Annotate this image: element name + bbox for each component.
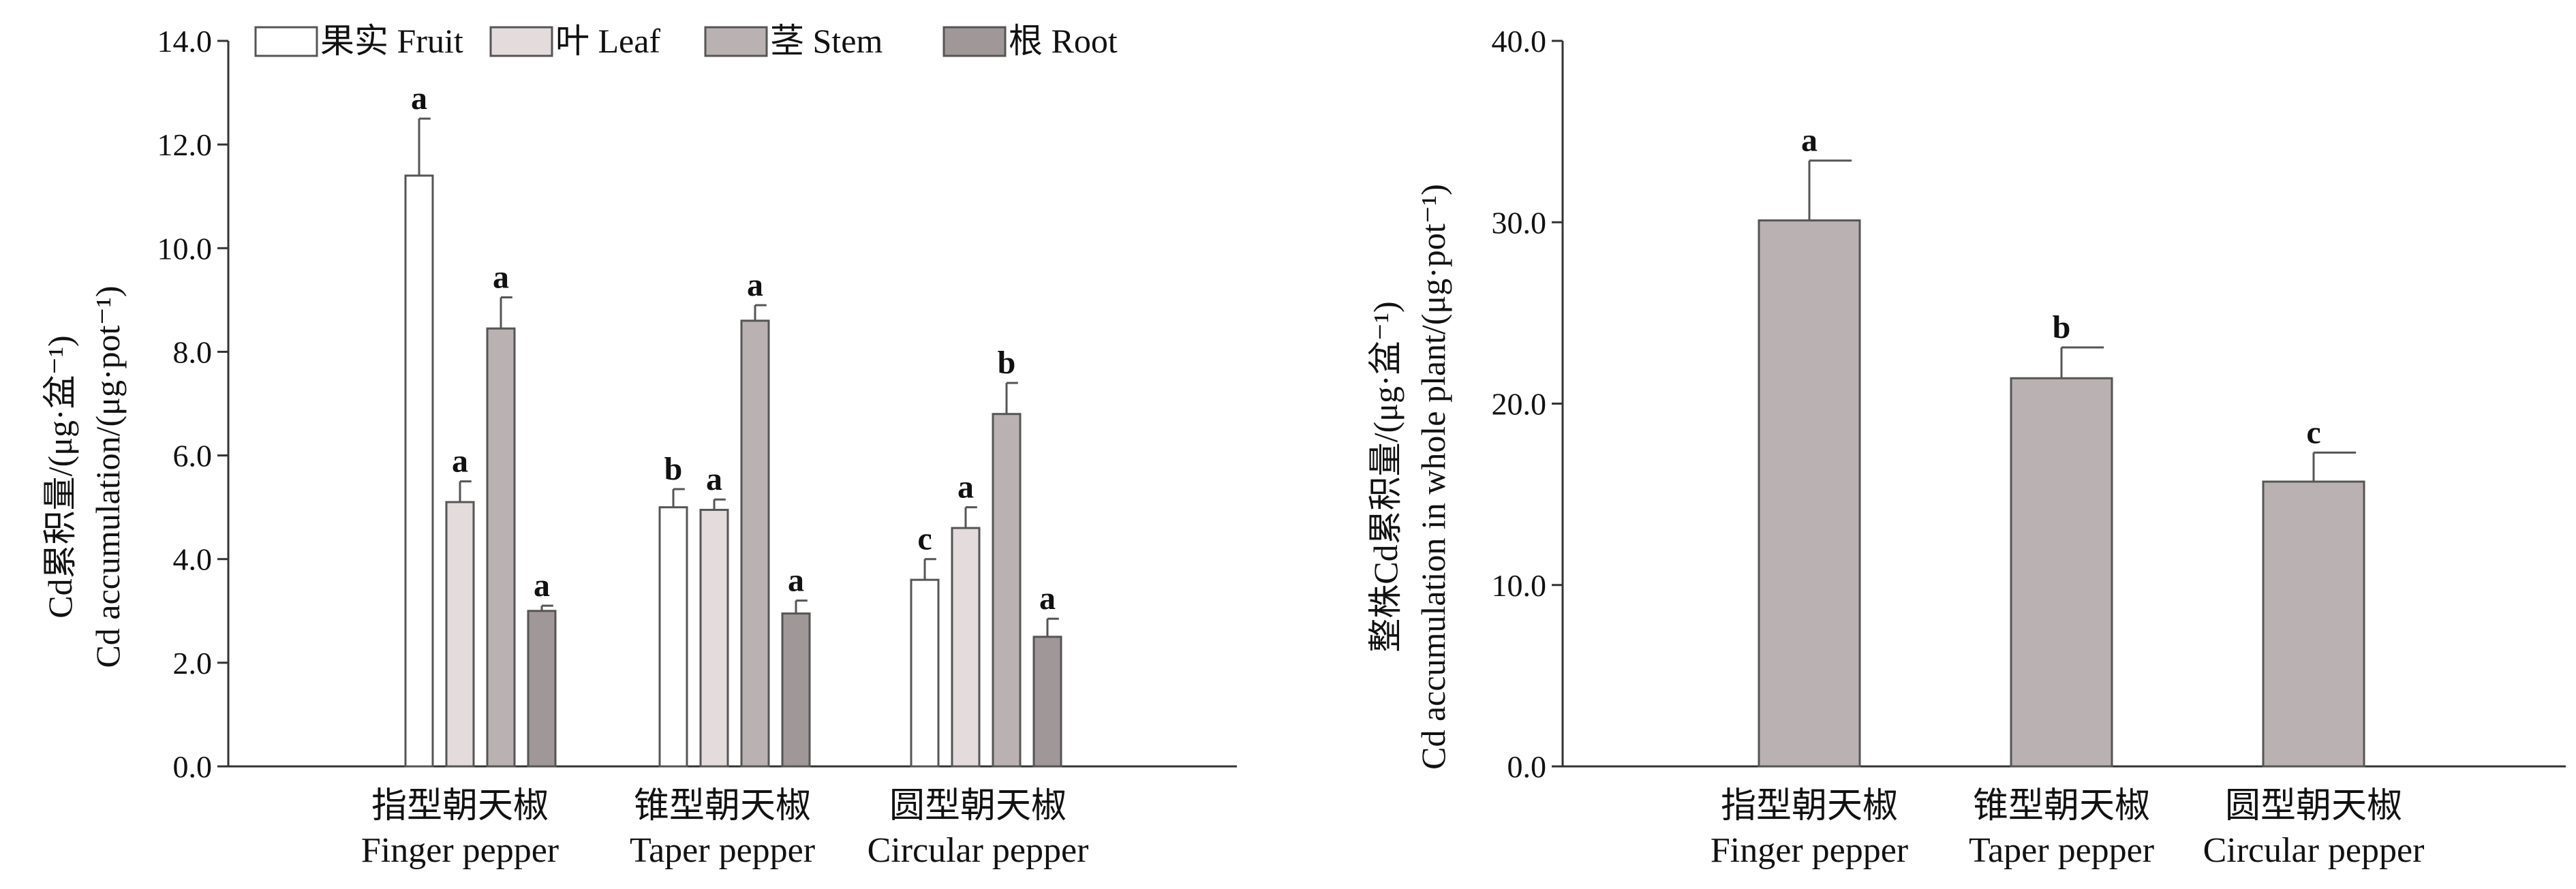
legend-item-fruit: 果实 Fruit xyxy=(254,22,463,60)
significance-letter: c xyxy=(2306,414,2320,450)
significance-letter: a xyxy=(1801,123,1818,159)
right-cat-finger-en: Finger pepper xyxy=(1711,831,1908,870)
bar xyxy=(658,506,688,768)
y-tick-label: 10.0 xyxy=(157,231,213,266)
y-tick-label: 2.0 xyxy=(173,646,213,681)
right-bars: a b c xyxy=(1758,123,2365,768)
y-tick-label: 14.0 xyxy=(157,24,213,59)
bar xyxy=(740,319,770,768)
significance-letter: a xyxy=(706,461,722,497)
bar xyxy=(781,612,811,768)
bar xyxy=(1758,219,1861,768)
significance-letter: a xyxy=(957,469,974,505)
bar xyxy=(992,413,1022,768)
left-cat-circular-en: Circular pepper xyxy=(868,831,1089,870)
legend-swatch-root xyxy=(942,26,1007,57)
left-y-axis: 0.0 2.0 4.0 6.0 8.0 10.0 12.0 14.0 xyxy=(157,24,228,784)
y-tick-label: 0.0 xyxy=(1507,749,1547,784)
significance-letter: a xyxy=(788,563,804,599)
y-tick-label: 20.0 xyxy=(1492,387,1547,422)
bar xyxy=(404,174,434,768)
bar xyxy=(910,578,940,768)
significance-letter: a xyxy=(747,267,763,303)
legend-label-root: 根 Root xyxy=(1009,22,1118,60)
y-tick-label: 10.0 xyxy=(1492,568,1547,603)
bar xyxy=(527,610,557,768)
legend: 果实 Fruit 叶 Leaf 茎 Stem 根 Root xyxy=(254,22,1118,60)
significance-letter: a xyxy=(534,567,550,604)
bar xyxy=(699,508,729,768)
significance-letter: a xyxy=(1039,580,1056,617)
left-cat-circular-cn: 圆型朝天椒 xyxy=(889,787,1067,826)
y-tick-label: 12.0 xyxy=(157,127,213,162)
left-cat-taper-en: Taper pepper xyxy=(630,831,815,870)
right-cat-taper-en: Taper pepper xyxy=(1969,831,2154,870)
significance-letter: c xyxy=(917,521,932,557)
significance-letter: a xyxy=(452,443,468,480)
significance-letter: b xyxy=(2053,309,2071,345)
right-cat-taper-cn: 锥型朝天椒 xyxy=(1973,787,2150,826)
right-cat-circular-en: Circular pepper xyxy=(2203,831,2425,870)
y-tick-label: 30.0 xyxy=(1492,205,1547,240)
bar xyxy=(1032,636,1062,768)
right-ylabel-en: Cd accumulation in whole plant/(μg·pot⁻¹… xyxy=(1414,184,1452,770)
bar xyxy=(445,501,475,768)
legend-item-stem: 茎 Stem xyxy=(704,22,883,60)
right-ylabel-cn: 整株Cd累积量/(μg·盆⁻¹) xyxy=(1366,301,1405,652)
bar xyxy=(2262,480,2365,768)
legend-swatch-fruit xyxy=(254,26,318,57)
left-ylabel-en: Cd accumulation/(μg·pot⁻¹) xyxy=(89,285,127,668)
left-ylabel-cn: Cd累积量/(μg·盆⁻¹) xyxy=(41,335,79,618)
y-tick-label: 0.0 xyxy=(173,749,213,784)
right-cat-circular-cn: 圆型朝天椒 xyxy=(2225,787,2402,826)
right-y-axis: 0.0 10.0 20.0 30.0 40.0 xyxy=(1492,24,1563,784)
legend-label-stem: 茎 Stem xyxy=(770,22,883,60)
significance-letter: a xyxy=(411,80,427,116)
bar xyxy=(486,327,516,768)
left-cat-finger-cn: 指型朝天椒 xyxy=(371,787,549,826)
y-tick-label: 40.0 xyxy=(1492,24,1547,59)
y-tick-label: 6.0 xyxy=(173,439,213,473)
right-cat-finger-cn: 指型朝天椒 xyxy=(1721,787,1898,826)
significance-letter: b xyxy=(664,451,683,487)
left-y-axis-title: Cd累积量/(μg·盆⁻¹) Cd accumulation/(μg·pot⁻¹… xyxy=(41,285,127,668)
legend-item-root: 根 Root xyxy=(942,22,1118,60)
significance-letter: b xyxy=(998,345,1016,381)
y-tick-label: 4.0 xyxy=(173,542,213,577)
legend-item-leaf: 叶 Leaf xyxy=(489,22,660,60)
left-x-categories: 指型朝天椒 Finger pepper 锥型朝天椒 Taper pepper 圆… xyxy=(361,787,1089,870)
left-cat-taper-cn: 锥型朝天椒 xyxy=(634,787,811,826)
legend-label-leaf: 叶 Leaf xyxy=(555,22,660,60)
right-y-axis-title: 整株Cd累积量/(μg·盆⁻¹) Cd accumulation in whol… xyxy=(1366,184,1452,770)
y-tick-label: 8.0 xyxy=(173,334,213,369)
whole-plant-chart: 0.0 10.0 20.0 30.0 40.0 a b c 整株Cd累积量/(μg·盆⁻¹)… xyxy=(1366,24,2566,870)
significance-letter: a xyxy=(493,260,509,296)
bar xyxy=(2010,377,2113,768)
legend-label-fruit: 果实 Fruit xyxy=(320,22,463,60)
bar xyxy=(951,527,981,768)
legend-swatch-stem xyxy=(704,26,768,57)
right-x-categories: 指型朝天椒 Finger pepper 锥型朝天椒 Taper pepper 圆… xyxy=(1711,787,2425,870)
legend-swatch-leaf xyxy=(489,26,553,57)
left-cat-finger-en: Finger pepper xyxy=(361,831,559,870)
